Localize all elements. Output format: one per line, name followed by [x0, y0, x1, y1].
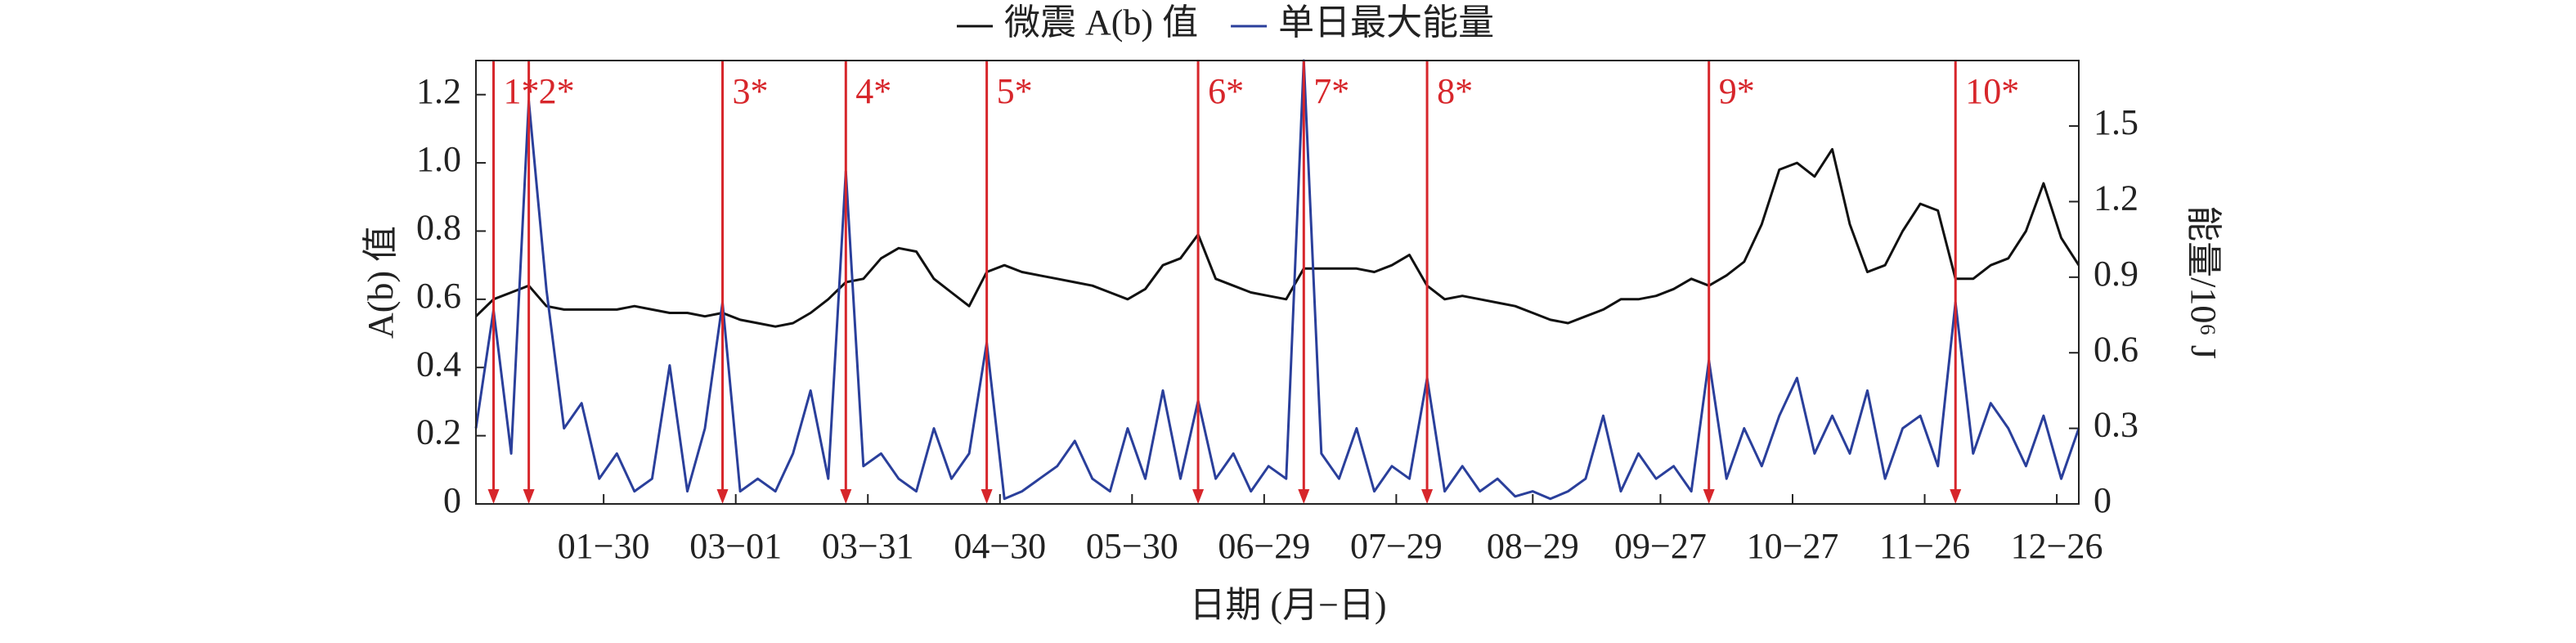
x-tick-label: 03−01	[689, 526, 782, 566]
y-tick-label: 1.2	[416, 71, 461, 111]
event-arrow	[716, 489, 729, 504]
event-label: 5*	[997, 71, 1033, 111]
event-label: 7*	[1313, 71, 1349, 111]
x-tick-label: 08−29	[1487, 526, 1579, 566]
series-line	[474, 59, 2080, 501]
x-tick-label: 04−30	[954, 526, 1046, 566]
event-arrow	[1192, 489, 1205, 504]
y2-tick-label: 0.3	[2094, 405, 2138, 445]
y2-tick-label: 1.2	[2094, 178, 2138, 218]
x-tick-label: 03−31	[822, 526, 914, 566]
y-axis-title: A(b) 值	[361, 226, 401, 339]
event-arrow	[981, 489, 993, 504]
y2-tick-label: 0.6	[2094, 329, 2138, 369]
legend-label: 单日最大能量	[1278, 2, 1494, 43]
x-axis-title: 日期 (月−日)	[1189, 585, 1386, 625]
x-tick-label: 07−29	[1350, 526, 1443, 566]
event-arrow	[487, 489, 500, 504]
x-tick-label: 05−30	[1086, 526, 1178, 566]
event-label: 3*	[733, 71, 769, 111]
event-arrow	[1950, 489, 1962, 504]
event-arrow	[1421, 489, 1434, 504]
event-label: 10*	[1965, 71, 2019, 111]
event-label: 1*	[504, 71, 540, 111]
y2-tick-label: 0	[2094, 480, 2112, 520]
event-label: 9*	[1719, 71, 1755, 111]
y2-tick-label: 0.9	[2094, 254, 2138, 294]
y2-tick-label: 1.5	[2094, 102, 2138, 142]
y-tick-label: 0.2	[416, 412, 461, 452]
event-arrow	[1298, 489, 1310, 504]
x-tick-label: 10−27	[1747, 526, 1839, 566]
event-label: 8*	[1437, 71, 1473, 111]
x-tick-label: 12−26	[2011, 526, 2103, 566]
x-tick-label: 01−30	[558, 526, 650, 566]
plot-frame	[475, 60, 2080, 505]
y-tick-label: 0.6	[416, 276, 461, 316]
y-tick-label: 0	[443, 480, 461, 520]
event-label: 2*	[539, 71, 575, 111]
y-tick-label: 0.8	[416, 208, 461, 248]
event-label: 4*	[855, 71, 891, 111]
event-label: 6*	[1208, 71, 1244, 111]
x-tick-label: 06−29	[1218, 526, 1310, 566]
y-tick-label: 0.4	[416, 344, 461, 384]
y-tick-label: 1.0	[416, 139, 461, 179]
x-tick-label: 09−27	[1614, 526, 1707, 566]
event-arrow	[523, 489, 535, 504]
series-line	[474, 147, 2080, 328]
legend-label: 微震 A(b) 值	[1004, 2, 1198, 43]
event-arrow	[1703, 489, 1715, 504]
event-arrow	[840, 489, 852, 504]
x-tick-label: 11−26	[1879, 526, 1970, 566]
y2-axis-title: 能量/10⁶ J	[2183, 205, 2224, 359]
